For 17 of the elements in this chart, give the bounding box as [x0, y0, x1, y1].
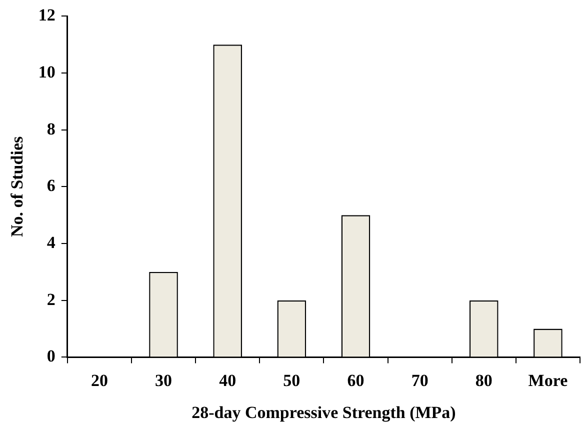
y-tick-label: 12 [38, 6, 56, 25]
x-axis-title: 28-day Compressive Strength (MPa) [192, 403, 456, 422]
x-tick-label: 50 [283, 370, 300, 390]
y-tick-label: 8 [46, 119, 56, 138]
y-tick-label: 2 [46, 290, 56, 309]
y-tick-label: 4 [46, 232, 56, 252]
x-tick-label: 60 [347, 370, 364, 390]
x-tick-label: 30 [155, 370, 172, 390]
y-tick-label: 0 [46, 346, 56, 366]
x-tick-label: 70 [411, 370, 428, 390]
x-tick-label: 40 [219, 370, 236, 390]
y-tick-label: 10 [38, 62, 56, 82]
x-tick-label: 20 [90, 370, 108, 390]
x-tick-label: More [528, 370, 568, 390]
x-tick-label: 80 [475, 370, 492, 390]
y-axis-title: No. of Studies [8, 136, 27, 238]
y-tick-label: 6 [46, 176, 56, 196]
